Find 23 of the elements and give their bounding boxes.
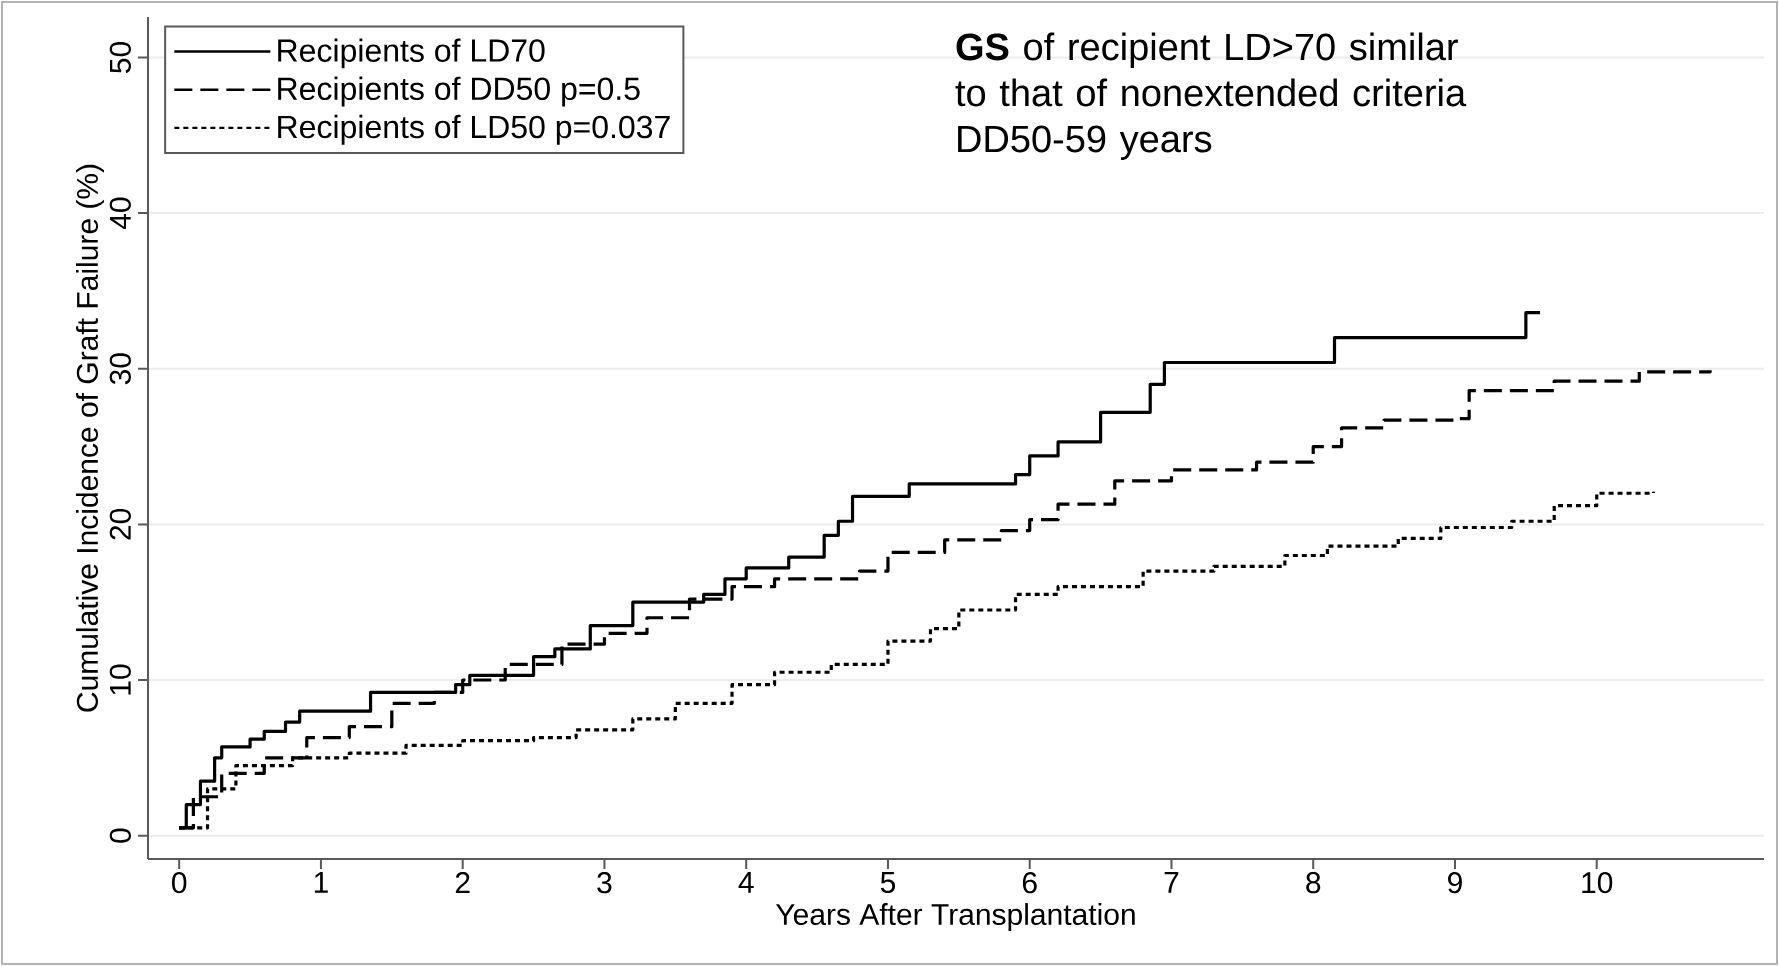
y-tick-label: 40 bbox=[109, 197, 131, 230]
x-tick-label: 3 bbox=[597, 872, 612, 894]
y-tick-label: 50 bbox=[109, 41, 131, 73]
y-tick-label: 10 bbox=[109, 664, 131, 695]
y-tick-label: 20 bbox=[109, 508, 131, 540]
x-tick-label: 10 bbox=[1582, 872, 1613, 894]
legend-label: Recipients of LD70 bbox=[278, 38, 545, 69]
x-tick-label: 4 bbox=[738, 872, 754, 893]
x-tick-label: 2 bbox=[455, 872, 470, 894]
y-tick-label: 0 bbox=[109, 828, 131, 843]
x-tick-label: 7 bbox=[1164, 872, 1179, 893]
y-axis-title: Cumulative Incidence of Graft Failure (%) bbox=[76, 164, 104, 712]
x-tick-label: 8 bbox=[1306, 872, 1321, 894]
annotation: GS of recipient LD>70 similar to that of nonextended criteria DD50-59 years bbox=[955, 32, 1467, 160]
x-tick-label: 0 bbox=[172, 872, 187, 894]
legend-label: Recipients of DD50 p=0.5 bbox=[278, 76, 640, 107]
x-tick-label: 5 bbox=[880, 872, 896, 893]
x-tick-label: 9 bbox=[1448, 872, 1462, 894]
y-tick-label: 30 bbox=[109, 353, 131, 385]
x-axis-title: Years After Transplantation bbox=[776, 903, 1135, 931]
legend-label: Recipients of LD50 p=0.037 bbox=[278, 114, 670, 145]
x-tick-label: 6 bbox=[1022, 872, 1037, 894]
x-tick-label: 1 bbox=[314, 872, 328, 893]
